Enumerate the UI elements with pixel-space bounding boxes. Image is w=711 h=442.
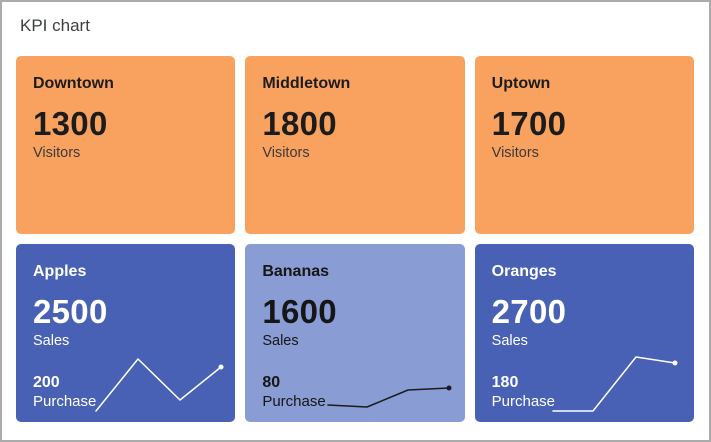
tile-secondary-value: 200 [33,374,60,391]
kpi-tile-downtown[interactable]: Downtown 1300 Visitors [16,56,236,234]
tile-value: 2500 [33,293,108,330]
tile-metric-label: Sales [33,333,70,349]
tile-metric-label: Visitors [262,145,310,161]
tile-secondary-value: 180 [491,374,519,391]
sparkline-line [326,387,450,408]
sparkline-chart [552,356,678,412]
tile-value: 1800 [262,105,337,142]
tile-secondary-value: 80 [262,374,281,391]
tile-title: Downtown [33,75,114,92]
tile-value: 2700 [491,293,567,330]
sparkline-line [552,356,676,412]
kpi-tile-uptown[interactable]: Uptown 1700 Visitors [474,56,694,234]
tile-title: Apples [33,263,87,280]
tile-secondary-metric: 180 Purchase [492,373,555,410]
tile-title: Uptown [491,75,551,92]
tile-metric-label: Visitors [33,145,81,161]
tile-secondary-label: Purchase [262,393,326,410]
kpi-tile-apples[interactable]: Apples 2500 Sales 200 Purchase [16,244,236,422]
tile-secondary-metric: 200 Purchase [33,373,96,410]
tile-secondary-label: Purchase [491,393,556,410]
tile-value: 1600 [262,293,337,330]
tile-title: Oranges [491,263,557,280]
sparkline-end-dot [672,360,678,366]
tile-metric-label: Sales [262,333,299,349]
tile-metric-label: Sales [491,333,528,349]
tile-title: Bananas [262,263,330,280]
kpi-tile-bananas[interactable]: Bananas 1600 Sales 80 Purchase [245,244,465,422]
tile-secondary-label: Purchase [33,393,97,410]
sparkline-end-dot [218,364,224,370]
page-title: KPI chart [20,16,90,35]
kpi-tile-middletown[interactable]: Middletown 1800 Visitors [245,56,465,234]
sparkline-line [95,358,223,412]
kpi-grid: Downtown 1300 Visitors Middletown 1800 V… [2,56,709,422]
sparkline-chart [95,358,224,412]
tile-value: 1700 [491,105,567,142]
tile-value: 1300 [33,105,108,142]
tile-secondary-metric: 80 Purchase [262,373,325,410]
kpi-tile-oranges[interactable]: Oranges 2700 Sales 180 Purchase [474,244,694,422]
tile-title: Middletown [262,75,351,92]
tile-metric-label: Visitors [491,145,539,161]
sparkline-chart [326,385,452,408]
sparkline-end-dot [446,385,452,391]
